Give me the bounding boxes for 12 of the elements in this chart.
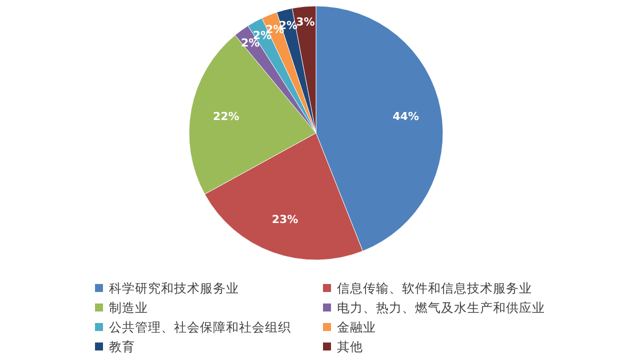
legend-label: 其他 [337,339,363,354]
legend-label: 电力、热力、燃气及水生产和供应业 [337,300,545,315]
data-label: 22% [213,110,240,123]
legend-label: 教育 [109,339,135,354]
data-label: 44% [392,110,419,123]
legend-label: 制造业 [109,300,148,315]
data-label: 3% [296,16,315,29]
legend-label: 公共管理、社会保障和社会组织 [109,320,291,334]
legend-label: 金融业 [337,320,376,334]
data-label: 23% [272,213,298,226]
legend-label: 信息传输、软件和信息技术服务业 [337,280,532,296]
legend-label: 科学研究和技术服务业 [109,280,239,296]
